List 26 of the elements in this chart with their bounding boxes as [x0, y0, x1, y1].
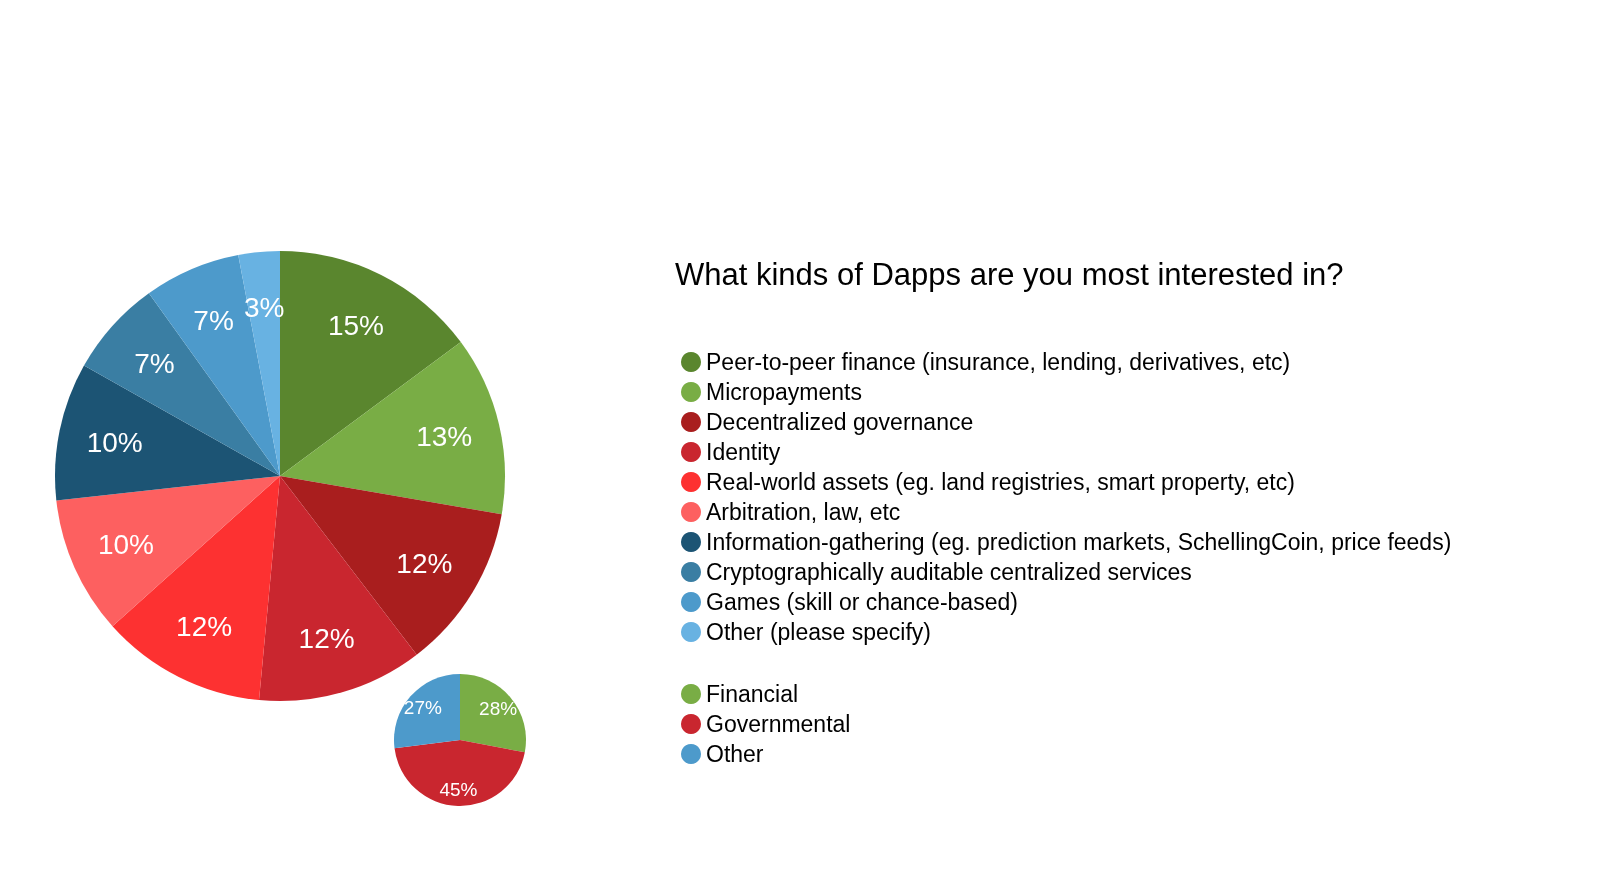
legend-label: Governmental	[706, 711, 851, 737]
legend-label: Micropayments	[706, 379, 862, 405]
data-label: 15%	[327, 309, 384, 341]
legend-label: Financial	[706, 681, 799, 707]
data-label: 12%	[396, 547, 453, 579]
legend-label: Arbitration, law, etc	[706, 499, 901, 525]
legend-label: Identity	[706, 439, 781, 465]
legend-label: Decentralized governance	[706, 409, 974, 435]
data-label: 10%	[97, 529, 154, 561]
legend-label: Peer-to-peer finance (insurance, lending, derivatives, etc)	[706, 349, 1291, 375]
legend-label: Cryptographically auditable centralized services	[706, 559, 1192, 585]
data-label: 13%	[416, 421, 473, 453]
legend-label: Other (please specify)	[706, 619, 931, 645]
data-label: 12%	[298, 622, 355, 654]
data-label: 27%	[403, 696, 442, 718]
chart-title: What kinds of Dapps are you most interested in?	[675, 257, 1344, 292]
data-label: 7%	[134, 347, 175, 379]
data-label: 7%	[193, 305, 234, 337]
legend-label: Other	[706, 741, 764, 767]
legend-label: Information-gathering (eg. prediction markets, SchellingCoin, price feeds)	[706, 529, 1452, 555]
data-label: 10%	[86, 426, 143, 458]
legend-label: Games (skill or chance-based)	[706, 589, 1018, 615]
data-label: 45%	[439, 778, 478, 800]
data-label: 28%	[479, 697, 518, 719]
data-label: 12%	[176, 611, 233, 643]
legend-label: Real-world assets (eg. land registries, smart property, etc)	[706, 469, 1295, 495]
